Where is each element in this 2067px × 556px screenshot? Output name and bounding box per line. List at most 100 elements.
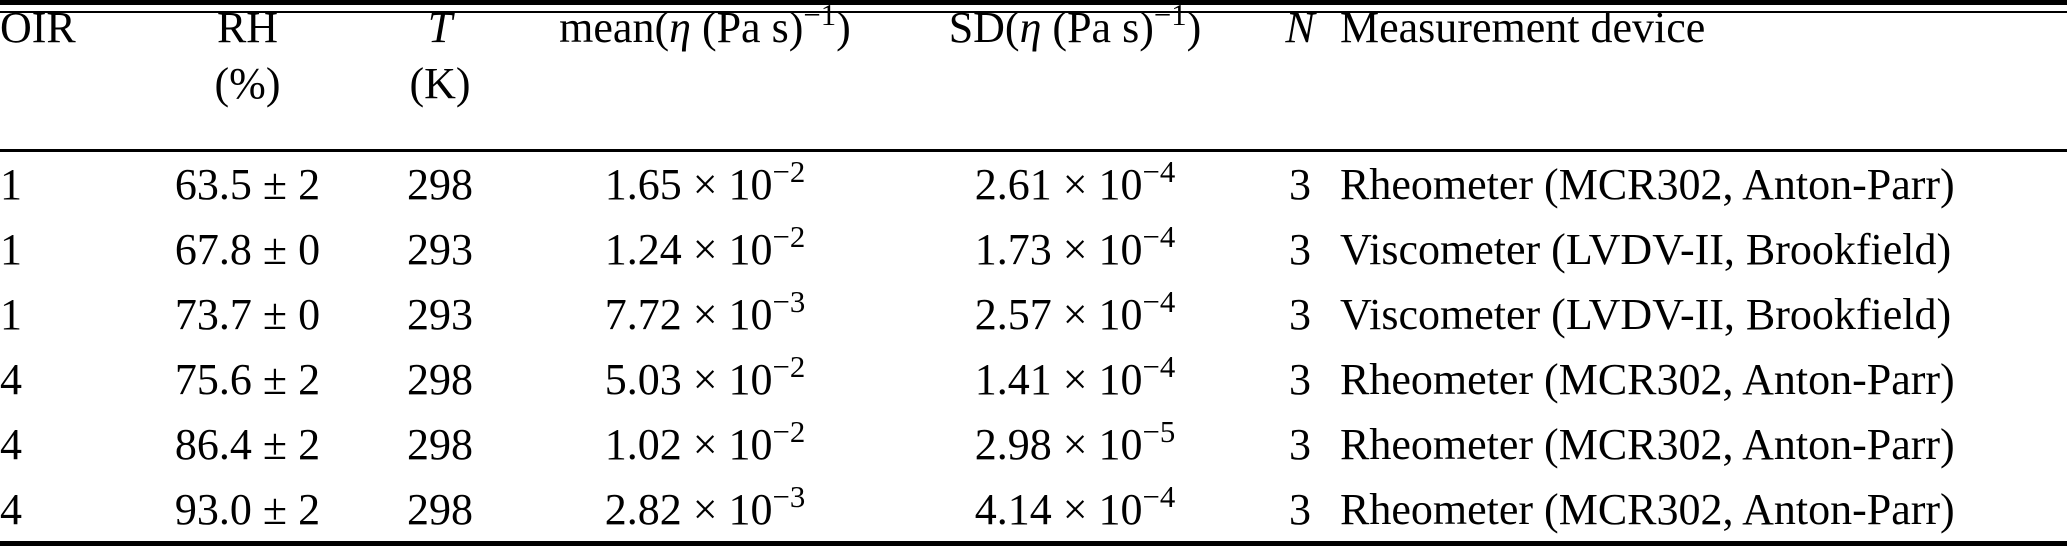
cell-device: Rheometer (MCR302, Anton-Parr) xyxy=(1340,160,1955,209)
cell-sd-viscosity: 2.98 × 10−5 xyxy=(890,412,1260,477)
col-header-oir: OIR xyxy=(0,0,135,152)
cell-mean-viscosity: 5.03 × 10−2 xyxy=(520,347,890,412)
col-header-temperature: T (K) xyxy=(360,0,520,152)
cell-n: 3 xyxy=(1289,420,1311,469)
value-exponent: −4 xyxy=(1142,480,1176,515)
cell-sd-viscosity: 2.57 × 10−4 xyxy=(890,282,1260,347)
cell-rh: 67.8 ± 0 xyxy=(174,225,321,274)
eta-symbol: η xyxy=(1019,3,1042,52)
cell-temperature: 298 xyxy=(407,355,473,404)
value-exponent: −4 xyxy=(1142,285,1176,320)
cell-oir: 4 xyxy=(0,355,22,404)
value-base: 2.57 × 10 xyxy=(974,290,1143,339)
col-unit-temperature: (K) xyxy=(409,59,471,108)
viscosity-measurements-table: OIR RH (%) T (K) mean(η (Pa s)−1) xyxy=(0,0,2067,542)
value-exponent: −3 xyxy=(772,285,806,320)
table-row: 4 86.4 ± 2 298 1.02 × 10−2 2.98 × 10−5 3… xyxy=(0,412,2067,477)
value-exponent: −2 xyxy=(772,350,806,385)
table-row: 1 67.8 ± 0 293 1.24 × 10−2 1.73 × 10−4 3… xyxy=(0,217,2067,282)
cell-temperature: 298 xyxy=(407,160,473,209)
cell-oir: 1 xyxy=(0,290,22,339)
col-label-oir: OIR xyxy=(0,3,76,52)
cell-temperature: 293 xyxy=(407,225,473,274)
cell-oir: 4 xyxy=(0,485,22,534)
table-row: 1 73.7 ± 0 293 7.72 × 10−3 2.57 × 10−4 3… xyxy=(0,282,2067,347)
col-header-mean-viscosity: mean(η (Pa s)−1) xyxy=(520,0,890,152)
table-row: 1 63.5 ± 2 298 1.65 × 10−2 2.61 × 10−4 3… xyxy=(0,152,2067,217)
value-base: 1.02 × 10 xyxy=(604,420,773,469)
mean-header-suffix: ) xyxy=(836,3,851,52)
cell-oir: 4 xyxy=(0,420,22,469)
cell-mean-viscosity: 1.02 × 10−2 xyxy=(520,412,890,477)
value-base: 2.82 × 10 xyxy=(604,485,773,534)
cell-oir: 1 xyxy=(0,160,22,209)
value-base: 7.72 × 10 xyxy=(604,290,773,339)
cell-temperature: 298 xyxy=(407,420,473,469)
top-rule-thin xyxy=(0,11,2067,13)
value-exponent: −5 xyxy=(1142,415,1176,450)
cell-rh: 93.0 ± 2 xyxy=(174,485,321,534)
col-label-rh: RH xyxy=(216,3,279,52)
cell-rh: 63.5 ± 2 xyxy=(174,160,321,209)
value-base: 2.61 × 10 xyxy=(974,160,1143,209)
cell-rh: 86.4 ± 2 xyxy=(174,420,321,469)
value-base: 1.65 × 10 xyxy=(604,160,773,209)
col-label-temperature: T xyxy=(427,3,453,52)
col-header-sd-viscosity: SD(η (Pa s)−1) xyxy=(890,0,1260,152)
cell-mean-viscosity: 7.72 × 10−3 xyxy=(520,282,890,347)
table-row: 4 93.0 ± 2 298 2.82 × 10−3 4.14 × 10−4 3… xyxy=(0,477,2067,542)
value-exponent: −4 xyxy=(1142,350,1176,385)
cell-device: Rheometer (MCR302, Anton-Parr) xyxy=(1340,420,1955,469)
value-exponent: −4 xyxy=(1142,155,1176,190)
col-header-n: N xyxy=(1260,0,1340,152)
col-label-device: Measurement device xyxy=(1340,3,1706,52)
sd-header-exponent: −1 xyxy=(1153,0,1187,33)
top-rule-thick xyxy=(0,0,2067,5)
value-base: 4.14 × 10 xyxy=(974,485,1143,534)
cell-device: Rheometer (MCR302, Anton-Parr) xyxy=(1340,355,1955,404)
col-unit-rh: (%) xyxy=(214,59,281,108)
cell-n: 3 xyxy=(1289,355,1311,404)
cell-device: Viscometer (LVDV-II, Brookfield) xyxy=(1340,225,1952,274)
sd-header-unit: (Pa s) xyxy=(1041,3,1154,52)
cell-n: 3 xyxy=(1289,160,1311,209)
cell-mean-viscosity: 2.82 × 10−3 xyxy=(520,477,890,542)
col-label-n: N xyxy=(1285,3,1315,52)
value-exponent: −2 xyxy=(772,415,806,450)
cell-rh: 75.6 ± 2 xyxy=(174,355,321,404)
cell-sd-viscosity: 4.14 × 10−4 xyxy=(890,477,1260,542)
col-header-rh: RH (%) xyxy=(135,0,360,152)
cell-n: 3 xyxy=(1289,485,1311,534)
cell-sd-viscosity: 2.61 × 10−4 xyxy=(890,152,1260,217)
cell-n: 3 xyxy=(1289,225,1311,274)
sd-header-suffix: ) xyxy=(1186,3,1202,52)
cell-oir: 1 xyxy=(0,225,22,274)
table-row: 4 75.6 ± 2 298 5.03 × 10−2 1.41 × 10−4 3… xyxy=(0,347,2067,412)
table-body: 1 63.5 ± 2 298 1.65 × 10−2 2.61 × 10−4 3… xyxy=(0,152,2067,542)
mean-header-prefix: mean( xyxy=(559,3,670,52)
cell-rh: 73.7 ± 0 xyxy=(174,290,321,339)
value-exponent: −2 xyxy=(772,155,806,190)
bottom-rule xyxy=(0,541,2067,546)
value-base: 2.98 × 10 xyxy=(974,420,1143,469)
cell-temperature: 293 xyxy=(407,290,473,339)
value-base: 1.24 × 10 xyxy=(604,225,773,274)
col-header-device: Measurement device xyxy=(1340,0,2067,152)
cell-sd-viscosity: 1.73 × 10−4 xyxy=(890,217,1260,282)
value-base: 5.03 × 10 xyxy=(604,355,773,404)
value-exponent: −4 xyxy=(1142,220,1176,255)
table-header: OIR RH (%) T (K) mean(η (Pa s)−1) xyxy=(0,0,2067,152)
value-exponent: −3 xyxy=(772,480,806,515)
eta-symbol: η xyxy=(669,3,691,52)
cell-device: Rheometer (MCR302, Anton-Parr) xyxy=(1340,485,1955,534)
value-base: 1.41 × 10 xyxy=(974,355,1143,404)
value-base: 1.73 × 10 xyxy=(974,225,1143,274)
header-divider-rule xyxy=(0,149,2067,152)
cell-n: 3 xyxy=(1289,290,1311,339)
cell-mean-viscosity: 1.24 × 10−2 xyxy=(520,217,890,282)
header-row: OIR RH (%) T (K) mean(η (Pa s)−1) xyxy=(0,0,2067,152)
mean-header-unit: (Pa s) xyxy=(690,3,804,52)
cell-device: Viscometer (LVDV-II, Brookfield) xyxy=(1340,290,1952,339)
sd-header-prefix: SD( xyxy=(948,3,1020,52)
